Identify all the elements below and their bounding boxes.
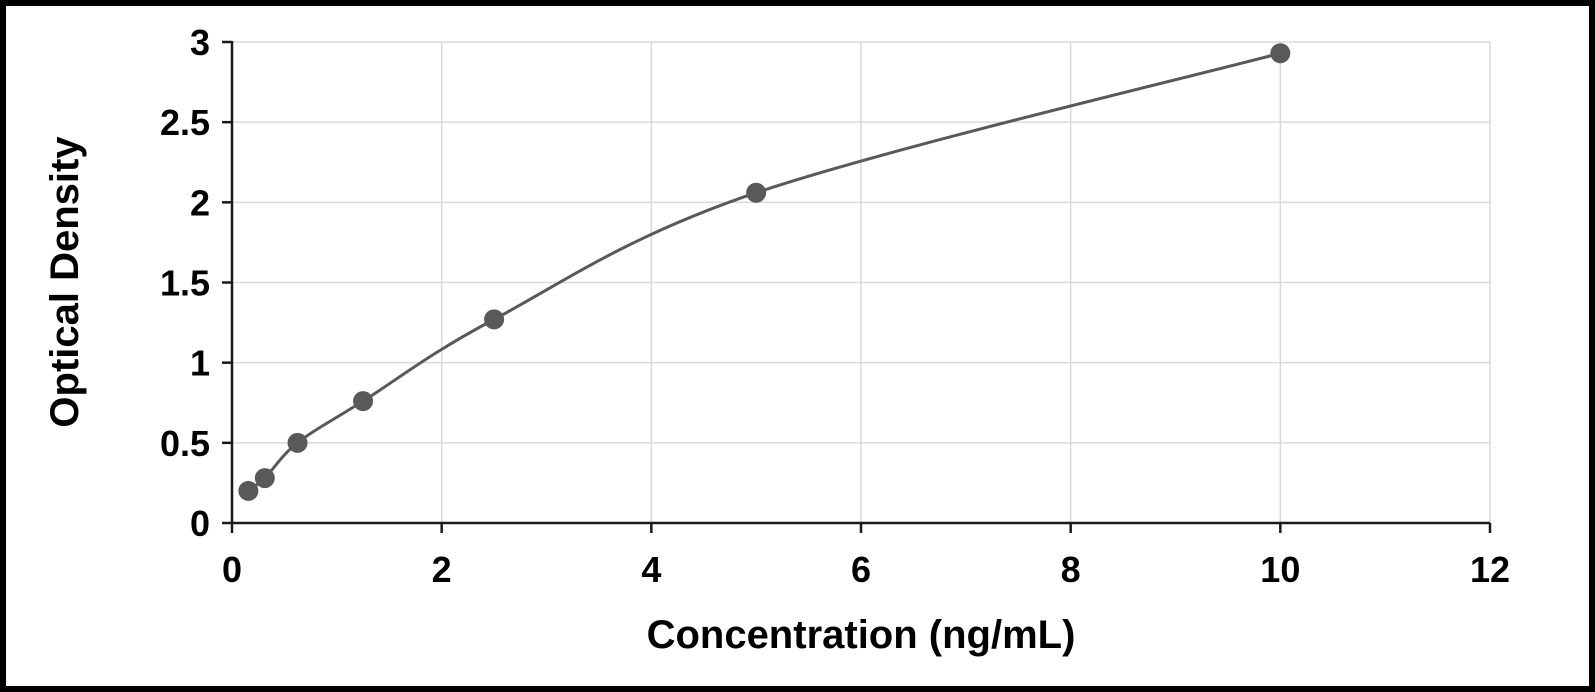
x-tick-label: 8 bbox=[1061, 549, 1081, 590]
data-point-marker bbox=[238, 480, 259, 501]
x-tick-label: 0 bbox=[222, 549, 242, 590]
y-tick-label: 1 bbox=[190, 343, 210, 384]
x-tick-label: 6 bbox=[851, 549, 871, 590]
y-tick-label: 0 bbox=[190, 503, 210, 544]
data-point-marker bbox=[287, 432, 308, 453]
standard-curve-line bbox=[246, 51, 1282, 493]
y-tick-label: 1.5 bbox=[160, 263, 210, 304]
x-tick-label: 4 bbox=[641, 549, 661, 590]
y-tick-label: 2 bbox=[190, 182, 210, 223]
chart-plot-area: 0 2 4 6 8 10 12 0 0.5 1 1.5 2 2.5 3 bbox=[160, 22, 1510, 590]
y-axis-title: Optical Density bbox=[43, 136, 87, 428]
x-tick-label: 10 bbox=[1260, 549, 1300, 590]
y-tick-label: 0.5 bbox=[160, 423, 210, 464]
data-point-marker bbox=[353, 391, 374, 412]
data-point-marker bbox=[746, 182, 767, 203]
data-point-marker bbox=[1270, 43, 1291, 64]
y-tick-label: 3 bbox=[190, 22, 210, 63]
x-axis-title: Concentration (ng/mL) bbox=[647, 613, 1076, 657]
x-tick-label: 12 bbox=[1470, 549, 1510, 590]
data-point-marker bbox=[254, 468, 275, 489]
data-point-marker bbox=[484, 309, 505, 330]
y-tick-label: 2.5 bbox=[160, 102, 210, 143]
x-tick-label: 2 bbox=[432, 549, 452, 590]
